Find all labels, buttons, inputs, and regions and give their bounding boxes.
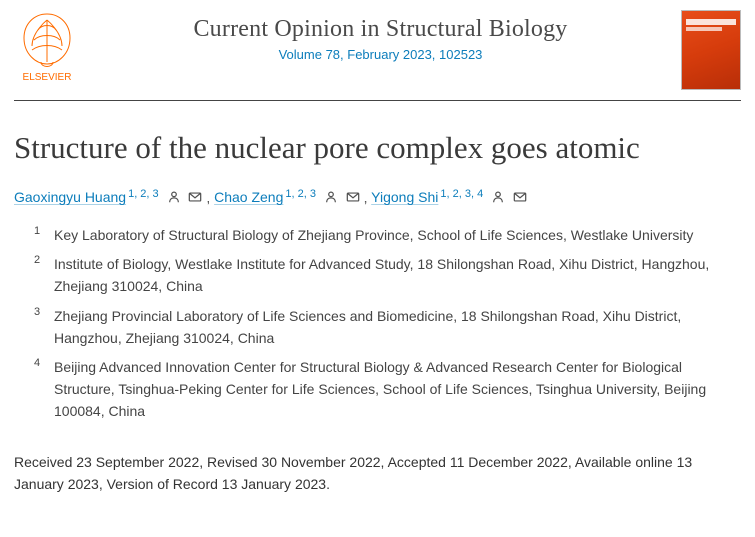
mail-icon[interactable] [188,188,202,210]
affiliation-text: Beijing Advanced Innovation Center for S… [54,357,741,422]
author: Gaoxingyu Huang1, 2, 3 [14,189,206,205]
volume-issue-link[interactable]: Volume 78, February 2023, 102523 [96,47,665,62]
affiliation: 4 Beijing Advanced Innovation Center for… [34,357,741,422]
author-name-link[interactable]: Gaoxingyu Huang [14,189,126,205]
affiliation-number: 3 [34,304,44,347]
affiliation-number: 1 [34,223,44,245]
author-aff-refs: 1, 2, 3 [285,188,316,200]
author-aff-refs: 1, 2, 3, 4 [440,188,483,200]
affiliation-number: 4 [34,355,44,420]
author: Yigong Shi1, 2, 3, 4 [371,189,527,205]
author-aff-refs: 1, 2, 3 [128,188,159,200]
journal-name[interactable]: Current Opinion in Structural Biology [96,16,665,43]
mail-icon[interactable] [513,188,527,210]
affiliation-text: Zhejiang Provincial Laboratory of Life S… [54,306,741,349]
author-name-link[interactable]: Chao Zeng [214,189,283,205]
affiliation: 3 Zhejiang Provincial Laboratory of Life… [34,306,741,349]
affiliation-number: 2 [34,252,44,295]
publisher-logo[interactable]: ELSEVIER [14,10,80,84]
masthead: ELSEVIER Current Opinion in Structural B… [0,0,755,96]
affiliation-text: Institute of Biology, Westlake Institute… [54,254,741,297]
author-name-link[interactable]: Yigong Shi [371,189,438,205]
author-list: Gaoxingyu Huang1, 2, 3 , Chao Zeng1, 2, … [0,186,755,225]
affiliation: 1 Key Laboratory of Structural Biology o… [34,225,741,247]
publisher-name: ELSEVIER [23,72,72,83]
affiliation-list: 1 Key Laboratory of Structural Biology o… [0,225,755,449]
journal-header: Current Opinion in Structural Biology Vo… [96,10,665,62]
article-title: Structure of the nuclear pore complex go… [0,101,755,186]
person-icon[interactable] [167,188,181,210]
affiliation-text: Key Laboratory of Structural Biology of … [54,225,741,247]
person-icon[interactable] [324,188,338,210]
mail-icon[interactable] [346,188,360,210]
journal-cover-thumbnail[interactable] [681,10,741,90]
author: Chao Zeng1, 2, 3 [214,189,364,205]
person-icon[interactable] [491,188,505,210]
article-history: Received 23 September 2022, Revised 30 N… [0,448,755,513]
affiliation: 2 Institute of Biology, Westlake Institu… [34,254,741,297]
author-separator: , [206,189,214,205]
